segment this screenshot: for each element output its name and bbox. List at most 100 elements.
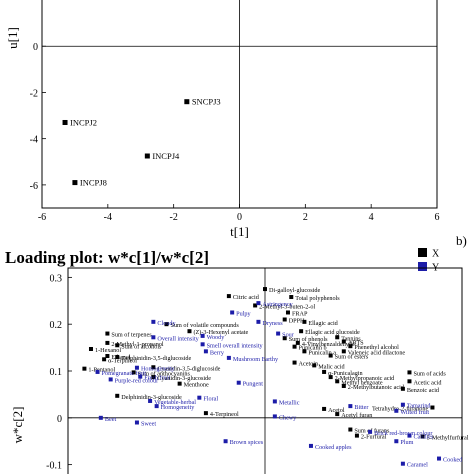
loading-point-brown-spices [223, 439, 228, 444]
score-point-label: INCPJ4 [152, 151, 180, 161]
loading-point-1-pentanol [82, 366, 87, 371]
y-tick-label: -6 [30, 181, 38, 192]
loading-point-plum [394, 439, 399, 444]
loading-point-label: Total polyphenols [295, 295, 340, 302]
loading-point-label: 1-Pentanol [88, 367, 115, 374]
loading-point-sum-of-anthocyanins [131, 370, 136, 375]
loading-point-chewy [272, 414, 277, 419]
loading-point-malic-acid [312, 363, 317, 368]
panel-label: b) [456, 233, 467, 248]
loading-point-punicalagin [322, 369, 327, 374]
loading-point-frap [285, 310, 290, 315]
legend-swatch-x [418, 248, 427, 257]
loading-point-floral [197, 395, 202, 400]
x-tick-label: 2 [303, 212, 308, 223]
loading-point-label: 2-Methyl-3-buten-2-ol [259, 303, 315, 310]
loading-point-label: Tannins [341, 335, 361, 342]
score-plot-x-ticks: -6 -4 -2 0 2 4 6 [38, 204, 440, 223]
loading-point-label: Valeneic acid dilactone [348, 349, 406, 356]
loading-point-pomegranate-fruit [95, 369, 100, 374]
loading-point-delphinidin-3-5-diglucoside [115, 354, 120, 359]
loading-point-label: Wilted fruit [400, 409, 429, 416]
loading-point-label: Fresh fruit [144, 375, 170, 382]
loading-point-2-methyl-1-propanol [105, 340, 110, 345]
loading-point-sum-of-alcohols [115, 343, 120, 348]
loading-point-label: Delphinidin-3,5-diglucoside [121, 355, 191, 362]
loading-point-label: Acetoin [299, 361, 319, 368]
loading-point-overall-intensity [151, 335, 156, 340]
loading-point-wilted-fruit [394, 408, 399, 413]
loading-point-label: Plum [400, 439, 413, 446]
loading-point-label: FRAP [292, 310, 308, 317]
loading-point-4-vinylbenzaldehyde [295, 340, 300, 345]
y-tick-label: -2 [30, 88, 38, 99]
y-tick-label: 0.2 [50, 320, 63, 331]
loading-point-sour [276, 331, 281, 336]
loading-point-homogeneity [154, 404, 159, 409]
loading-point-label: Dryness [262, 320, 283, 327]
loading-point-1-hexanol [88, 346, 93, 351]
loading-point-punicalin-b [292, 344, 297, 349]
loading-point-label: Vegetable-herbal [154, 399, 196, 406]
loading-point-cyanidin-3-5-diglucoside [151, 365, 156, 370]
x-tick-label: -4 [104, 212, 112, 223]
loading-point-sum-of-furans [348, 427, 353, 432]
loading-point-cooked-apples [308, 443, 313, 448]
loading-point-2-methyl-3-buten-2-ol [253, 303, 258, 308]
loading-point-cyanidin-3-glucoside [151, 375, 156, 380]
loading-point-acetoin [292, 360, 297, 365]
loading-point-label: Di-galloyl-glucoside [269, 287, 320, 294]
loading-point-brick-red-brown-colour [368, 429, 373, 434]
loading-point-label: Delphinidin-3-glucoside [121, 394, 182, 401]
loading-point-label: Methyl benzoate [341, 379, 383, 386]
loading-point-acetic-acid [407, 379, 412, 384]
loading-point-label: Cooked apples [315, 444, 352, 451]
loading-point-label: Benzoic acid [407, 387, 440, 394]
loading-point-label: Cloudy [157, 320, 176, 327]
loading-point-astringency [256, 301, 261, 306]
y-tick-label: -0.1 [46, 461, 62, 472]
loading-point-label: DPPH [289, 318, 305, 325]
loading-point-label: Citric acid [233, 294, 260, 301]
loading-point-label: Pulpy [236, 310, 251, 317]
loading-point-label: Overall intensity [157, 335, 199, 342]
score-point-incpj2 [62, 119, 68, 125]
loading-point-label: ABTS [348, 340, 364, 347]
loading-point-acetol [322, 406, 327, 411]
loading-point-label: Sum of acids [413, 370, 446, 377]
loading-point-label: Astringency [262, 301, 293, 308]
loading-point-label: Homogeneity [141, 366, 176, 373]
loading-point-tetrahydro-2-furanone [430, 405, 435, 410]
loading-point-ellagic-acid [302, 319, 307, 324]
loading-point-label: Tetrahydro-2-furanone [372, 406, 429, 413]
loading-point-label: Smell overall intensity [207, 342, 264, 349]
loading-point-valeneic-acid-dilactone [341, 349, 346, 354]
loading-point-label: 2-Methylbutanoic acid [348, 384, 405, 391]
loading-point-candies [407, 433, 412, 438]
loading-point-label: Berry [210, 349, 225, 356]
score-point-incpj8 [72, 180, 78, 186]
loading-point-di-galloyl-glucoside [263, 287, 267, 292]
loading-plot-y-ticks: 0.3 0.2 0.1 0 -0.1 [46, 273, 72, 472]
y-tick-label: 0.1 [50, 367, 63, 378]
loading-point-label: Punicalin b [299, 345, 327, 352]
loading-point-homogeneity [134, 365, 139, 370]
loading-point-terpineol [102, 357, 107, 362]
loading-point-mushroom-earthy [226, 355, 231, 360]
loading-plot-points: Di-galloyl-glucoside Citric acid Total pol… [82, 287, 469, 469]
loading-point-dpph [282, 317, 287, 322]
loading-point-benzoic-acid [400, 386, 405, 391]
loading-plot-legend: XY [418, 248, 440, 274]
score-plot-x-axis-label: t[1] [230, 224, 249, 239]
y-tick-label: 0 [57, 414, 62, 425]
loading-point-label: Sum of terpenes [111, 332, 152, 339]
loading-point-sweet [134, 420, 139, 425]
y-tick-label: 0.3 [50, 273, 63, 284]
loading-point-label: α-Punicalagin [328, 370, 363, 377]
y-tick-label: -4 [30, 135, 38, 146]
loading-point-label: Brick red-brown colour [374, 430, 432, 437]
score-point-label: INCPJ8 [80, 178, 107, 188]
loading-point-purple-red-colour [108, 377, 113, 382]
loading-point-delphinidin-3-glucoside [115, 393, 120, 398]
